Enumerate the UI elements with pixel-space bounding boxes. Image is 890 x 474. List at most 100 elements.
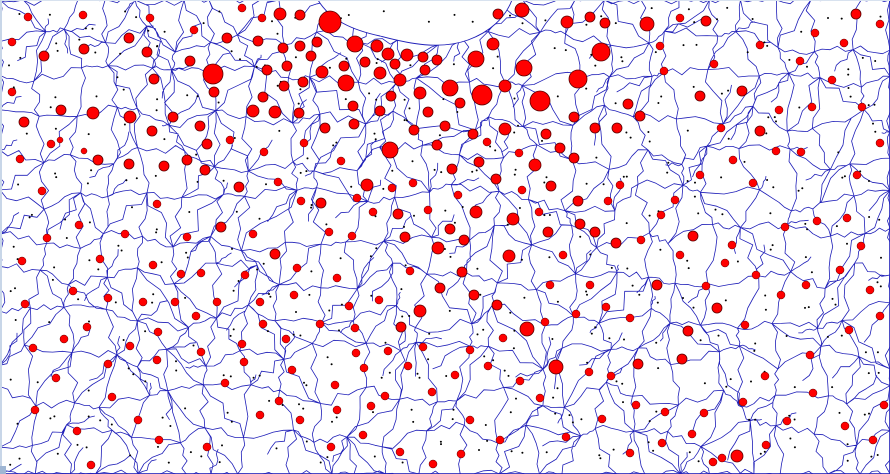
proportional-symbol[interactable] (23, 12, 33, 22)
proportional-symbol[interactable] (42, 233, 52, 243)
proportional-symbol[interactable] (408, 124, 420, 136)
proportional-symbol[interactable] (444, 223, 456, 235)
proportional-symbol[interactable] (299, 138, 309, 148)
proportional-symbol[interactable] (515, 59, 533, 77)
proportional-symbol[interactable] (585, 280, 595, 290)
proportional-symbol[interactable] (812, 216, 822, 226)
proportional-symbol[interactable] (86, 106, 100, 120)
proportional-symbol[interactable] (350, 323, 360, 333)
proportional-symbol[interactable] (471, 84, 493, 106)
proportional-symbol[interactable] (761, 440, 771, 450)
proportional-symbol[interactable] (473, 156, 485, 168)
proportional-symbol[interactable] (38, 50, 50, 62)
proportional-symbol[interactable] (337, 74, 355, 92)
proportional-symbol[interactable] (584, 11, 596, 23)
proportional-symbol[interactable] (78, 43, 90, 55)
proportional-symbol[interactable] (670, 195, 680, 205)
proportional-symbol[interactable] (381, 47, 395, 61)
proportional-symbol[interactable] (417, 51, 429, 63)
proportional-symbol[interactable] (458, 234, 470, 246)
proportional-symbol[interactable] (844, 325, 854, 335)
proportional-symbol[interactable] (625, 448, 635, 458)
proportional-symbol[interactable] (252, 35, 264, 47)
proportional-symbol[interactable] (373, 66, 387, 80)
proportional-symbol[interactable] (399, 231, 411, 243)
proportional-symbol[interactable] (491, 299, 503, 311)
proportional-symbol[interactable] (418, 342, 428, 352)
proportional-symbol[interactable] (805, 350, 815, 360)
proportional-symbol[interactable] (182, 232, 192, 242)
proportional-symbol[interactable] (374, 105, 386, 117)
proportional-symbol[interactable] (347, 231, 357, 241)
proportional-symbol[interactable] (366, 401, 376, 411)
proportional-symbol[interactable] (774, 105, 784, 115)
proportional-symbol[interactable] (59, 334, 69, 344)
proportional-symbol[interactable] (368, 207, 378, 217)
proportional-symbol[interactable] (694, 90, 706, 102)
proportional-symbol[interactable] (120, 229, 130, 239)
proportional-symbol[interactable] (776, 290, 786, 300)
proportional-symbol[interactable] (875, 311, 885, 321)
proportional-symbol[interactable] (315, 65, 329, 79)
proportional-symbol[interactable] (273, 7, 287, 21)
proportional-symbol[interactable] (615, 180, 625, 190)
proportional-symbol[interactable] (514, 2, 530, 18)
proportional-symbol[interactable] (311, 36, 323, 48)
proportional-symbol[interactable] (237, 3, 247, 13)
proportional-symbol[interactable] (221, 32, 233, 44)
proportional-symbol[interactable] (46, 139, 56, 149)
proportional-symbol[interactable] (196, 347, 206, 357)
proportional-symbol[interactable] (534, 207, 544, 217)
proportional-symbol[interactable] (839, 38, 849, 48)
proportional-symbol[interactable] (542, 226, 554, 238)
proportional-symbol[interactable] (431, 54, 443, 66)
proportional-symbol[interactable] (393, 73, 407, 87)
proportional-symbol[interactable] (657, 438, 667, 448)
proportional-symbol[interactable] (840, 421, 850, 431)
proportional-symbol[interactable] (395, 321, 407, 333)
proportional-symbol[interactable] (289, 290, 299, 300)
proportional-symbol[interactable] (568, 152, 580, 164)
proportional-symbol[interactable] (359, 56, 371, 68)
proportional-symbol[interactable] (405, 266, 415, 276)
proportional-symbol[interactable] (827, 75, 837, 85)
proportional-symbol[interactable] (380, 391, 390, 401)
proportional-symbol[interactable] (540, 317, 550, 327)
proportional-symbol[interactable] (202, 63, 224, 85)
proportional-symbol[interactable] (687, 429, 697, 439)
proportional-symbol[interactable] (292, 263, 302, 273)
proportional-symbol[interactable] (865, 285, 875, 295)
proportional-symbol[interactable] (107, 392, 117, 402)
proportional-symbol[interactable] (196, 268, 206, 278)
proportional-symbol[interactable] (738, 397, 748, 407)
proportional-symbol[interactable] (574, 218, 586, 230)
proportional-symbol[interactable] (498, 79, 512, 93)
proportional-symbol[interactable] (78, 10, 88, 20)
proportional-symbol[interactable] (360, 178, 374, 192)
proportional-symbol[interactable] (141, 46, 153, 58)
proportional-symbol[interactable] (246, 104, 260, 118)
proportional-symbol[interactable] (716, 123, 726, 133)
proportional-symbol[interactable] (639, 16, 655, 32)
proportional-symbol[interactable] (589, 122, 601, 134)
proportional-symbol[interactable] (315, 319, 325, 329)
proportional-symbol[interactable] (514, 148, 524, 158)
proportional-symbol[interactable] (352, 193, 362, 203)
proportional-symbol[interactable] (622, 98, 634, 110)
proportional-symbol[interactable] (631, 400, 641, 410)
proportional-symbol[interactable] (465, 415, 475, 425)
proportional-symbol[interactable] (278, 80, 290, 92)
proportional-symbol[interactable] (636, 235, 646, 245)
proportional-symbol[interactable] (515, 376, 525, 386)
proportional-symbol[interactable] (324, 227, 334, 237)
proportional-symbol[interactable] (492, 8, 504, 20)
proportional-symbol[interactable] (468, 289, 480, 301)
proportional-symbol[interactable] (82, 322, 92, 332)
proportional-symbol[interactable] (736, 85, 748, 97)
proportional-symbol[interactable] (248, 229, 258, 239)
proportional-symbol[interactable] (125, 341, 135, 351)
proportional-symbol[interactable] (295, 415, 305, 425)
proportional-symbol[interactable] (37, 186, 47, 196)
proportional-symbol[interactable] (584, 367, 594, 377)
